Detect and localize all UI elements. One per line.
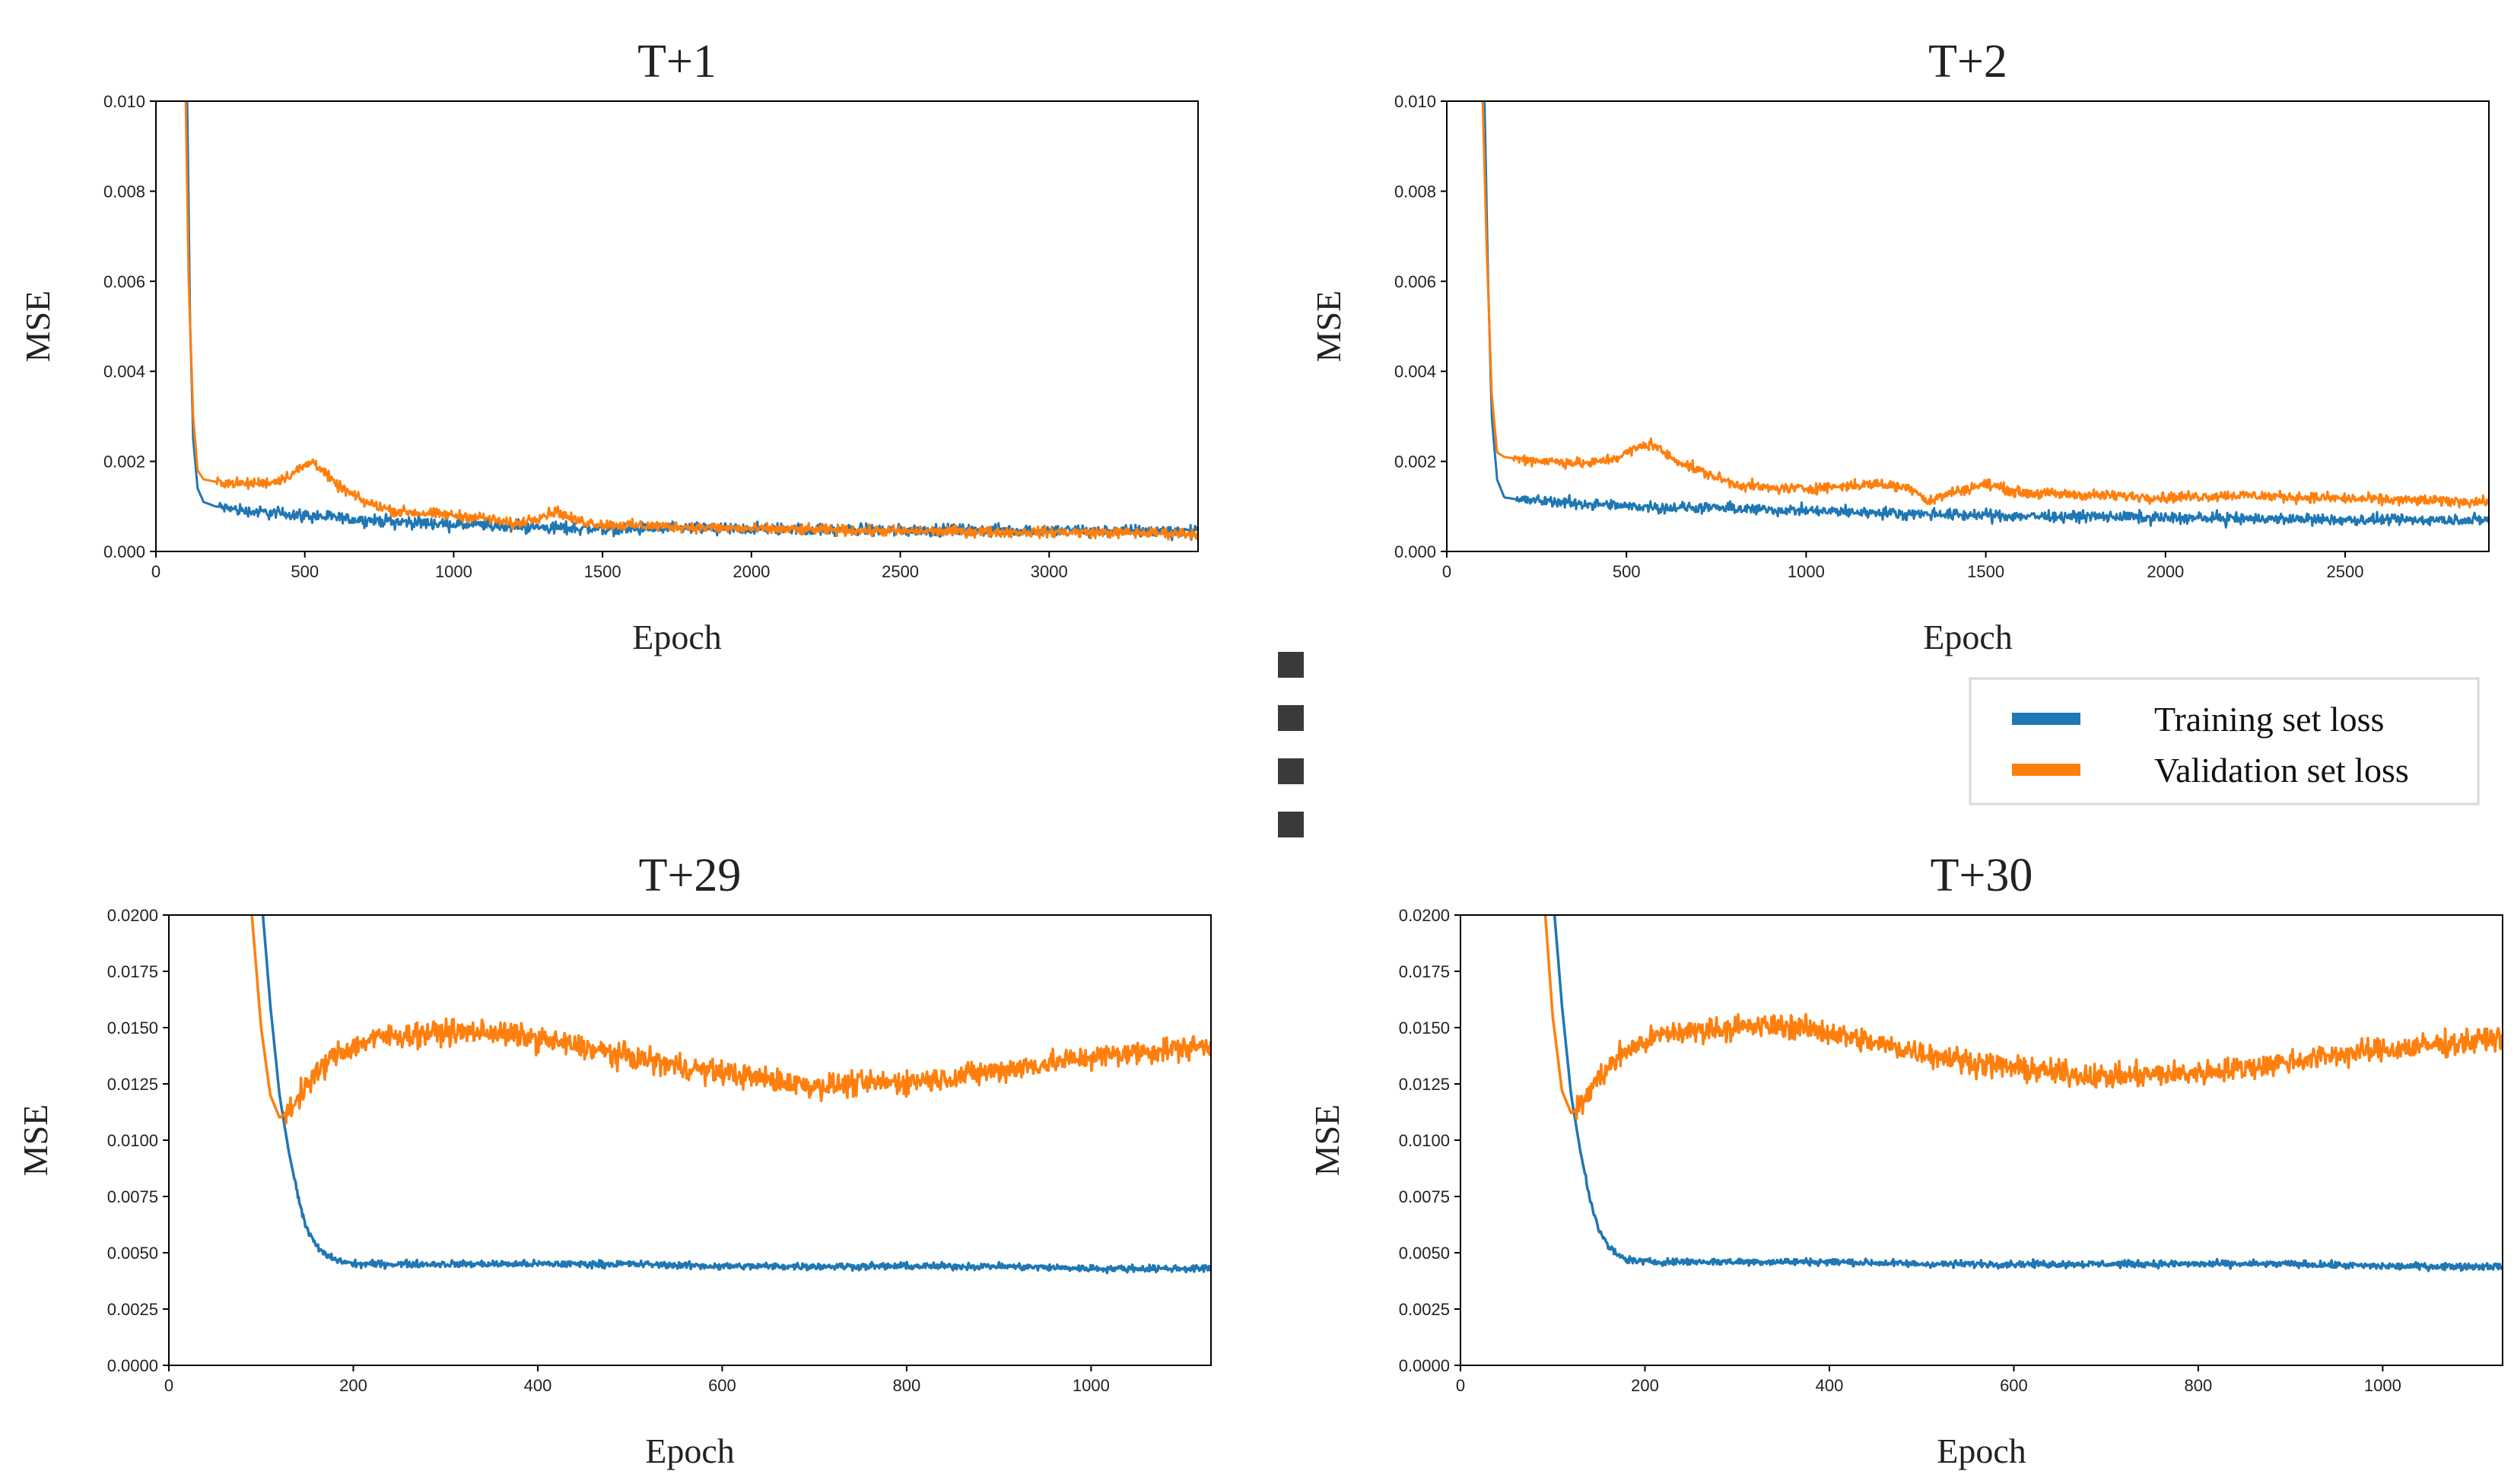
y-tick-label: 0.0000 — [107, 1356, 158, 1375]
x-tick-label: 0 — [151, 562, 161, 581]
y-tick-label: 0.0100 — [1399, 1131, 1450, 1150]
y-tick-label: 0.008 — [1394, 182, 1436, 201]
chart-panel-t30: T+30 0 200 400 600 800 1000 0.0000 0.0025 0.0050 0… — [1308, 850, 2503, 1470]
x-tick-label: 3000 — [1031, 562, 1068, 581]
x-tick-label: 800 — [893, 1376, 921, 1395]
x-tick-label: 1000 — [1788, 562, 1825, 581]
y-tick-label: 0.0050 — [107, 1244, 158, 1263]
plot-frame-t2 — [1446, 100, 2490, 552]
training-loss-line-t29 — [261, 915, 1211, 1275]
validation-loss-line-t30 — [1543, 915, 2503, 1120]
y-tick-label: 0.0150 — [1399, 1018, 1450, 1038]
x-tick-label: 200 — [1631, 1376, 1659, 1395]
x-tick-label: 0 — [1442, 562, 1451, 581]
chart-title-t1: T+1 — [637, 36, 717, 87]
x-tick-label: 200 — [339, 1376, 367, 1395]
y-tick-label: 0.010 — [1394, 92, 1436, 111]
chart-title-t30: T+30 — [1931, 850, 2033, 901]
x-tick-label: 600 — [708, 1376, 736, 1395]
ellipsis-dot — [1278, 652, 1304, 678]
y-tick-label: 0.004 — [103, 362, 145, 381]
y-tick-label: 0.0200 — [107, 906, 158, 925]
chart-title-t29: T+29 — [639, 850, 742, 901]
y-tick-label: 0.010 — [103, 92, 145, 111]
y-tick-label: 0.0075 — [107, 1187, 158, 1206]
ellipsis-dot — [1278, 705, 1304, 731]
validation-loss-line-t2 — [1481, 101, 2489, 509]
x-tick-label: 400 — [1816, 1376, 1844, 1395]
x-axis-label-t30: Epoch — [1937, 1432, 2026, 1470]
training-loss-line-t30 — [1553, 915, 2503, 1273]
y-tick-label: 0.0125 — [1399, 1075, 1450, 1094]
legend-frame — [1969, 677, 2480, 806]
y-axis-label-t2: MSE — [1309, 291, 1348, 363]
y-tick-label: 0.008 — [103, 182, 145, 201]
y-axis-label-t30: MSE — [1308, 1104, 1346, 1177]
x-tick-label: 2000 — [733, 562, 770, 581]
validation-loss-line-t29 — [250, 915, 1211, 1125]
y-tick-label: 0.0075 — [1399, 1187, 1450, 1206]
y-tick-label: 0.002 — [1394, 453, 1436, 472]
y-tick-label: 0.0175 — [1399, 962, 1450, 981]
y-tick-label: 0.006 — [1394, 272, 1436, 291]
y-tick-label: 0.0175 — [107, 962, 158, 981]
x-tick-label: 0 — [164, 1376, 173, 1395]
y-tick-label: 0.0200 — [1399, 906, 1450, 925]
chart-panel-t1: T+1 0 500 1000 1500 2000 2500 3000 0.000 0.002 0.0… — [18, 36, 1199, 656]
x-tick-label: 500 — [1613, 562, 1641, 581]
x-tick-label: 2500 — [2327, 562, 2364, 581]
x-tick-label: 1000 — [2364, 1376, 2401, 1395]
x-tick-label: 0 — [1456, 1376, 1465, 1395]
plot-frame-t1 — [155, 100, 1199, 552]
chart-panel-t29: T+29 0 200 400 600 800 1000 0.0000 0.0025 0.0050 0… — [16, 850, 1212, 1470]
ellipsis-dots — [1278, 652, 1304, 837]
legend-label-training: Training set loss — [2154, 700, 2384, 739]
y-tick-label: 0.0000 — [1399, 1356, 1450, 1375]
y-tick-label: 0.000 — [103, 542, 145, 561]
x-tick-label: 600 — [2000, 1376, 2028, 1395]
y-axis-label-t1: MSE — [18, 291, 57, 363]
ellipsis-dot — [1278, 758, 1304, 784]
chart-panel-t2: T+2 0 500 1000 1500 2000 2500 0.000 0.002 0.004 0.… — [1309, 36, 2490, 656]
chart-title-t2: T+2 — [1928, 36, 2007, 87]
legend: Training set loss Validation set loss — [1969, 677, 2480, 806]
x-tick-label: 2500 — [882, 562, 919, 581]
x-tick-label: 1000 — [435, 562, 472, 581]
y-tick-label: 0.0050 — [1399, 1244, 1450, 1263]
y-tick-label: 0.0150 — [107, 1018, 158, 1038]
x-tick-label: 800 — [2185, 1376, 2213, 1395]
y-tick-label: 0.002 — [103, 453, 145, 472]
training-loss-line-t2 — [1483, 101, 2489, 529]
y-tick-label: 0.0025 — [1399, 1300, 1450, 1319]
x-tick-label: 1500 — [1967, 562, 2004, 581]
y-tick-label: 0.000 — [1394, 542, 1436, 561]
y-tick-label: 0.004 — [1394, 362, 1436, 381]
validation-loss-line-t1 — [184, 101, 1198, 541]
x-tick-label: 2000 — [2147, 562, 2184, 581]
x-axis-label-t2: Epoch — [1923, 618, 2013, 656]
x-axis-label-t29: Epoch — [645, 1432, 735, 1470]
y-tick-label: 0.0100 — [107, 1131, 158, 1150]
x-tick-label: 1500 — [584, 562, 621, 581]
ellipsis-dot — [1278, 812, 1304, 837]
y-tick-label: 0.006 — [103, 272, 145, 291]
x-tick-label: 1000 — [1073, 1376, 1110, 1395]
y-tick-label: 0.0125 — [107, 1075, 158, 1094]
y-tick-label: 0.0025 — [107, 1300, 158, 1319]
y-axis-label-t29: MSE — [16, 1104, 55, 1177]
x-tick-label: 500 — [291, 562, 319, 581]
legend-label-validation: Validation set loss — [2154, 751, 2409, 790]
x-axis-label-t1: Epoch — [632, 618, 722, 656]
x-tick-label: 400 — [524, 1376, 552, 1395]
